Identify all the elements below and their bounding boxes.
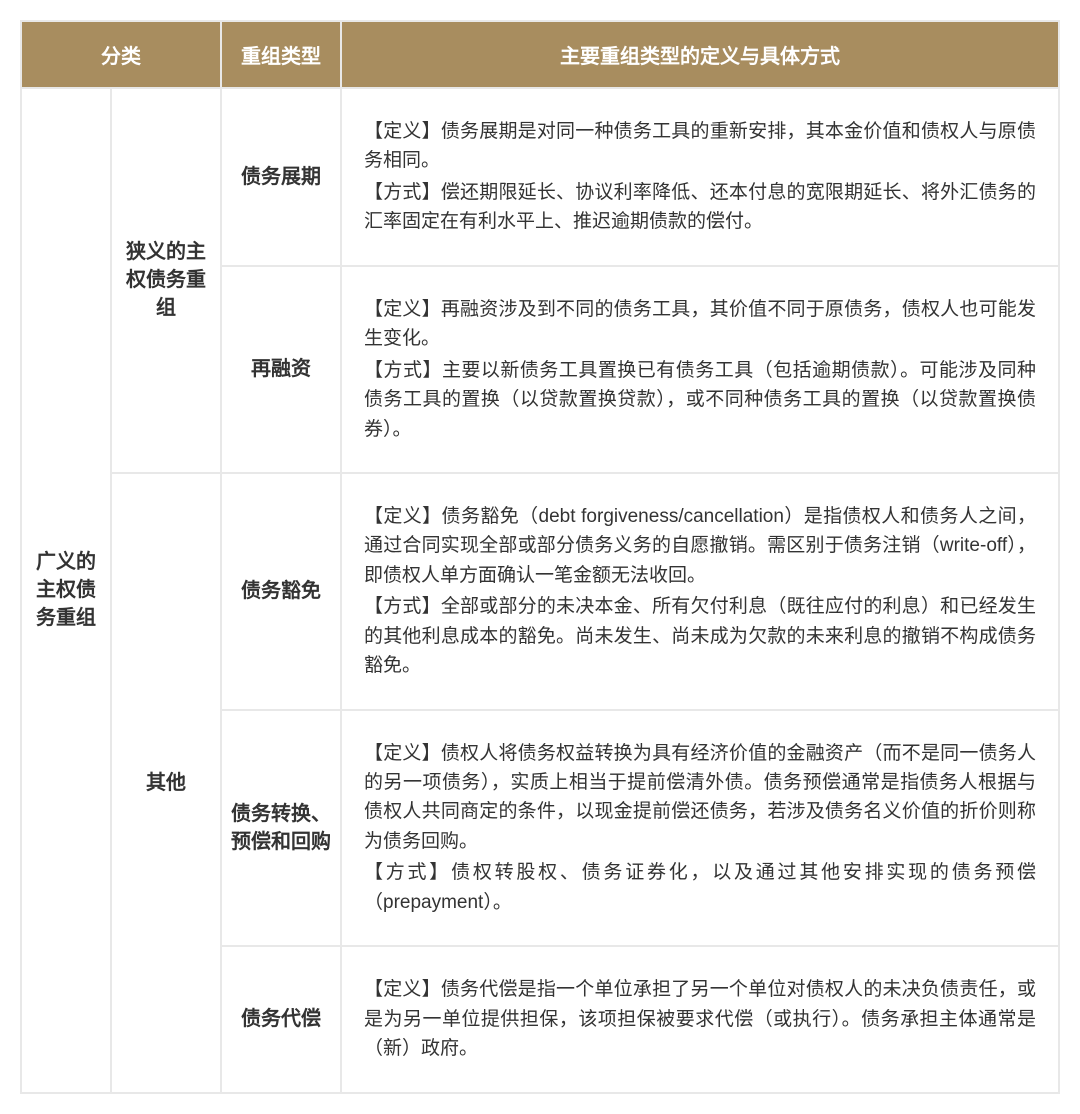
- method-text: 【方式】偿还期限延长、协议利率降低、还本付息的宽限期延长、将外汇债务的汇率固定在…: [364, 178, 1036, 237]
- method-text: 【方式】主要以新债务工具置换已有债务工具（包括逾期债款）。可能涉及同种债务工具的…: [364, 356, 1036, 444]
- header-type: 重组类型: [221, 21, 341, 88]
- type-cell: 再融资: [221, 266, 341, 473]
- table-row: 广义的主权债务重组 狭义的主权债务重组 债务展期 【定义】债务展期是对同一种债务…: [21, 88, 1059, 266]
- debt-restructuring-table: 分类 重组类型 主要重组类型的定义与具体方式 广义的主权债务重组 狭义的主权债务…: [20, 20, 1060, 1094]
- definition-text: 【定义】债务代偿是指一个单位承担了另一个单位对债权人的未决负债责任，或是为另一单…: [364, 975, 1036, 1063]
- header-row: 分类 重组类型 主要重组类型的定义与具体方式: [21, 21, 1059, 88]
- type-cell: 债务转换、预偿和回购: [221, 710, 341, 947]
- method-text: 【方式】全部或部分的未决本金、所有欠付利息（既往应付的利息）和已经发生的其他利息…: [364, 592, 1036, 680]
- type-cell: 债务展期: [221, 88, 341, 266]
- desc-cell: 【定义】债务豁免（debt forgiveness/cancellation）是…: [341, 473, 1059, 710]
- category-broad: 广义的主权债务重组: [21, 88, 111, 1093]
- type-cell: 债务豁免: [221, 473, 341, 710]
- desc-cell: 【定义】债务展期是对同一种债务工具的重新安排，其本金价值和债权人与原债务相同。 …: [341, 88, 1059, 266]
- header-desc: 主要重组类型的定义与具体方式: [341, 21, 1059, 88]
- header-category: 分类: [21, 21, 221, 88]
- definition-text: 【定义】债务豁免（debt forgiveness/cancellation）是…: [364, 502, 1036, 590]
- category-narrow: 狭义的主权债务重组: [111, 88, 221, 473]
- definition-text: 【定义】债权人将债务权益转换为具有经济价值的金融资产（而不是同一债务人的另一项债…: [364, 739, 1036, 857]
- definition-text: 【定义】债务展期是对同一种债务工具的重新安排，其本金价值和债权人与原债务相同。: [364, 117, 1036, 176]
- method-text: 【方式】债权转股权、债务证券化，以及通过其他安排实现的债务预偿（prepayme…: [364, 858, 1036, 917]
- desc-cell: 【定义】债权人将债务权益转换为具有经济价值的金融资产（而不是同一债务人的另一项债…: [341, 710, 1059, 947]
- type-cell: 债务代偿: [221, 946, 341, 1092]
- category-other: 其他: [111, 473, 221, 1093]
- table-row: 其他 债务豁免 【定义】债务豁免（debt forgiveness/cancel…: [21, 473, 1059, 710]
- desc-cell: 【定义】债务代偿是指一个单位承担了另一个单位对债权人的未决负债责任，或是为另一单…: [341, 946, 1059, 1092]
- desc-cell: 【定义】再融资涉及到不同的债务工具，其价值不同于原债务，债权人也可能发生变化。 …: [341, 266, 1059, 473]
- definition-text: 【定义】再融资涉及到不同的债务工具，其价值不同于原债务，债权人也可能发生变化。: [364, 295, 1036, 354]
